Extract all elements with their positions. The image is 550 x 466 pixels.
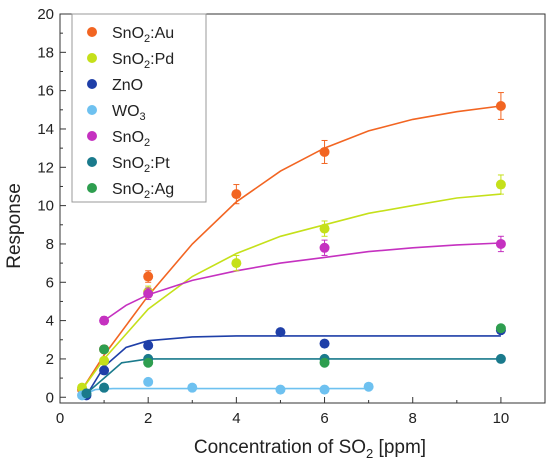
data-point [143,357,154,368]
y-tick-label: 16 [37,83,54,100]
legend-label-sub: 2 [144,163,150,175]
legend-label-suffix: :Pt [150,155,170,172]
x-tick-label: 8 [409,410,417,427]
data-point [99,355,110,366]
x-axis-title: Concentration of SO2 [ppm] [194,437,426,461]
x-axis-title-main: Concentration of SO [194,437,366,458]
legend-label-main: ZnO [112,77,143,94]
y-tick-label: 10 [37,198,54,215]
data-point [143,271,154,282]
data-point [99,315,110,326]
legend-label: SnO2:Pt [112,155,170,175]
legend-label-main: SnO [112,25,144,42]
x-axis-title-unit: [ppm] [373,437,426,458]
y-tick-label: 20 [37,6,54,23]
legend-marker [87,53,97,63]
data-point [495,179,506,190]
y-axis: 0 2 4 6 8 10 12 14 16 18 20 [37,6,66,406]
legend-label: ZnO [112,77,143,94]
data-point [81,388,92,399]
data-point [495,353,506,364]
legend-label-sub: 2 [144,137,150,149]
legend-label-main: SnO [112,129,144,146]
y-tick-label: 12 [37,159,54,176]
data-point [319,338,330,349]
legend-label: SnO2:Au [112,25,174,45]
legend-marker [87,131,97,141]
data-point [319,357,330,368]
data-point [231,258,242,269]
data-point [363,381,374,392]
data-point [143,288,154,299]
y-tick-label: 2 [46,351,54,368]
legend-marker [87,183,97,193]
y-tick-label: 8 [46,236,54,253]
legend-label-main: WO [112,103,140,120]
fit-curve [103,242,501,322]
data-point [319,242,330,253]
y-tick-label: 0 [46,389,54,406]
legend-label: WO3 [112,103,146,123]
data-point [231,189,242,200]
data-point [99,382,110,393]
data-point [319,146,330,157]
y-tick-label: 14 [37,121,54,138]
plot-frame [59,13,546,404]
data-point [319,384,330,395]
legend-label: SnO2:Ag [112,181,174,201]
x-tick-label: 2 [144,410,152,427]
legend-marker [87,27,97,37]
data-point [99,365,110,376]
data-point [495,100,506,111]
legend-label-main: SnO [112,51,144,68]
y-tick-label: 18 [37,44,54,61]
legend-marker [87,157,97,167]
x-tick-label: 10 [493,410,510,427]
y-tick-label: 4 [46,313,54,330]
legend-label: SnO2 [112,129,150,149]
data-point [187,382,198,393]
fit-curve [81,105,502,391]
fit-curve [85,358,501,395]
data-point [275,384,286,395]
data-point [319,223,330,234]
legend-marker [87,105,97,115]
y-tick-label: 6 [46,274,54,291]
data-point [495,323,506,334]
y-axis-title: Response [4,183,25,269]
x-axis-title-sub: 2 [366,446,373,461]
legend-label-sub: 2 [144,33,150,45]
legend-label-sub: 3 [140,111,146,123]
data-point [143,376,154,387]
data-points [77,92,506,401]
legend-marker [87,79,97,89]
x-axis: 0 2 4 6 8 10 [56,397,546,427]
x-tick-label: 6 [320,410,328,427]
data-point [143,340,154,351]
legend-label-suffix: :Pd [150,51,174,68]
x-tick-label: 4 [232,410,240,427]
fit-curve [81,193,501,391]
legend-label: SnO2:Pd [112,51,174,71]
legend-label-sub: 2 [144,59,150,71]
legend-label-sub: 2 [144,189,150,201]
data-point [495,238,506,249]
data-point [99,344,110,355]
legend-label-suffix: :Au [150,25,174,42]
legend-label-suffix: :Ag [150,181,174,198]
legend-label-main: SnO [112,155,144,172]
legend-label-main: SnO [112,181,144,198]
x-tick-label: 0 [56,410,64,427]
data-point [275,327,286,338]
